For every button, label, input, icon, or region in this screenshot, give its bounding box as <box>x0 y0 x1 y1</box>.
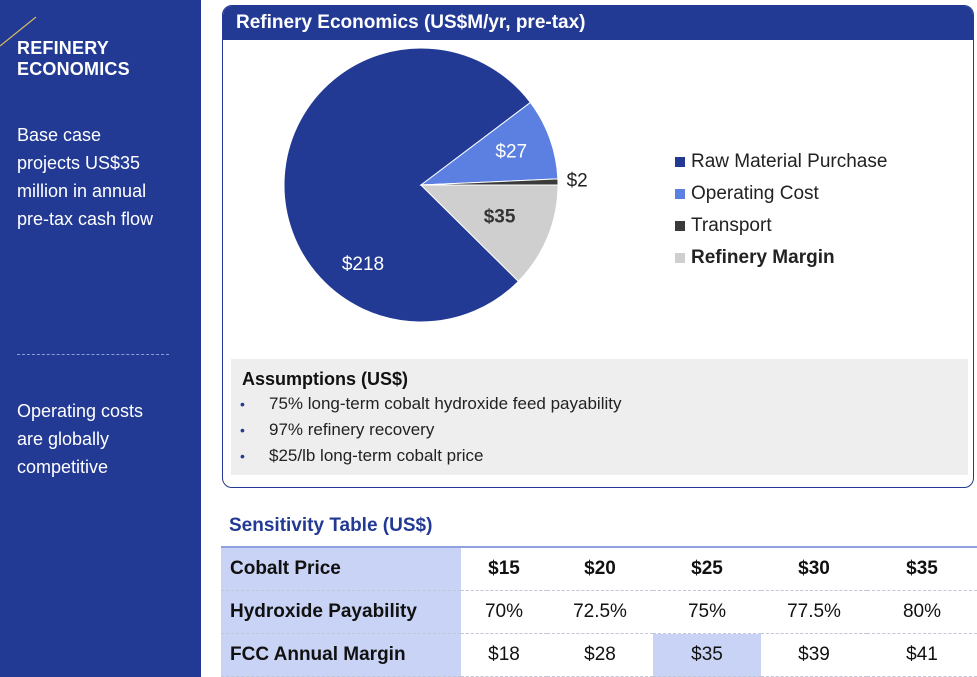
assumptions-box: Assumptions (US$) • 75% long-term cobalt … <box>231 359 968 475</box>
pie-slice-operating-cost <box>419 101 559 186</box>
assumption-text: 75% long-term cobalt hydroxide feed paya… <box>269 394 622 413</box>
sidebar-text-line: are globally <box>17 429 110 449</box>
sidebar-text-cashflow: Base case projects US$35 million in annu… <box>17 121 153 233</box>
pie-data-label: $2 <box>567 171 588 192</box>
list-item: • $25/lb long-term cobalt price <box>240 443 621 469</box>
assumptions-title: Assumptions (US$) <box>242 369 409 389</box>
table-row: Hydroxide Payability 70% 72.5% 75% 77.5%… <box>221 590 977 634</box>
legend-label: Raw Material Purchase <box>691 151 888 172</box>
table-cell: $20 <box>547 546 653 591</box>
legend-swatch <box>675 221 685 231</box>
list-item: • 97% refinery recovery <box>240 417 621 443</box>
sidebar-text-line: Operating costs <box>17 401 144 421</box>
sidebar-text-line: pre-tax cash flow <box>17 209 154 229</box>
pie-slice-refinery-margin <box>419 184 559 283</box>
pie-slice-raw-material-purchase <box>283 47 532 323</box>
sidebar-text-line: million in annual <box>17 181 147 201</box>
list-item: • 75% long-term cobalt hydroxide feed pay… <box>240 391 621 417</box>
refinery-economics-panel: Refinery Economics (US$M/yr, pre-tax) $2… <box>222 5 974 488</box>
legend-label: Refinery Margin <box>691 247 835 268</box>
legend-swatch <box>675 157 685 167</box>
table-cell: $30 <box>761 546 867 591</box>
legend-label: Operating Cost <box>691 183 819 204</box>
row-label: FCC Annual Margin <box>221 633 461 677</box>
bullet-icon: • <box>240 448 245 464</box>
sidebar-text-line: Base case <box>17 125 102 145</box>
table-cell: 72.5% <box>547 590 653 634</box>
row-label: Cobalt Price <box>221 546 461 591</box>
table-cell-highlighted: $35 <box>653 633 761 677</box>
legend-item-transport: Transport <box>675 210 887 242</box>
sidebar-text-line: competitive <box>17 457 109 477</box>
assumption-text: 97% refinery recovery <box>269 420 435 439</box>
sidebar-text-costs: Operating costs are globally competitive <box>17 397 143 481</box>
table-cell: 77.5% <box>761 590 867 634</box>
sidebar-title: REFINERY ECONOMICS <box>17 38 130 80</box>
legend-swatch <box>675 253 685 263</box>
table-cell: 70% <box>461 590 547 634</box>
table-cell: $35 <box>867 546 977 591</box>
table-row: Cobalt Price $15 $20 $25 $30 $35 <box>221 546 977 591</box>
sidebar: REFINERY ECONOMICS Base case projects US… <box>0 0 201 677</box>
sidebar-text-line: projects US$35 <box>17 153 141 173</box>
sensitivity-title: Sensitivity Table (US$) <box>229 515 433 536</box>
legend-swatch <box>675 189 685 199</box>
legend-item-refinery-margin: Refinery Margin <box>675 242 887 274</box>
table-cell: $15 <box>461 546 547 591</box>
table-row: FCC Annual Margin $18 $28 $35 $39 $41 <box>221 633 977 677</box>
sidebar-title-line2: ECONOMICS <box>17 59 130 79</box>
table-cell: $41 <box>867 633 977 677</box>
assumption-text: $25/lb long-term cobalt price <box>269 446 484 465</box>
table-cell: $25 <box>653 546 761 591</box>
bullet-icon: • <box>240 396 245 412</box>
legend-item-operating-cost: Operating Cost <box>675 178 887 210</box>
pie-chart: $218 $27 $2 $35 <box>283 47 588 323</box>
panel-title: Refinery Economics (US$M/yr, pre-tax) <box>223 6 973 40</box>
table-cell: $39 <box>761 633 867 677</box>
sidebar-divider <box>17 354 169 355</box>
table-cell: $18 <box>461 633 547 677</box>
row-label: Hydroxide Payability <box>221 590 461 634</box>
pie-data-label: $35 <box>484 206 516 227</box>
assumptions-list: • 75% long-term cobalt hydroxide feed pay… <box>240 391 621 469</box>
sidebar-title-line1: REFINERY <box>17 38 109 58</box>
sensitivity-table: Cobalt Price $15 $20 $25 $30 $35 Hydroxi… <box>221 546 977 677</box>
table-cell: $28 <box>547 633 653 677</box>
table-cell: 75% <box>653 590 761 634</box>
pie-data-label: $218 <box>342 254 384 275</box>
legend-item-raw-material: Raw Material Purchase <box>675 146 887 178</box>
legend-label: Transport <box>691 215 772 236</box>
bullet-icon: • <box>240 422 245 438</box>
pie-data-label: $27 <box>495 142 527 163</box>
chart-legend: Raw Material Purchase Operating Cost Tra… <box>675 146 887 274</box>
decorative-line <box>0 16 37 47</box>
table-cell: 80% <box>867 590 977 634</box>
